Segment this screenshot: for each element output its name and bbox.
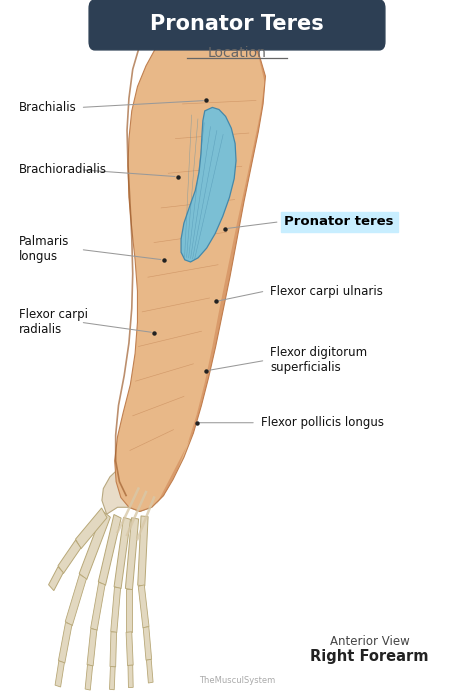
- Polygon shape: [143, 626, 152, 660]
- FancyBboxPatch shape: [89, 0, 385, 50]
- Polygon shape: [146, 659, 153, 683]
- Polygon shape: [58, 622, 72, 663]
- Text: Brachialis: Brachialis: [19, 101, 77, 114]
- Text: Pronator teres: Pronator teres: [284, 216, 394, 228]
- Polygon shape: [126, 518, 138, 590]
- Polygon shape: [58, 540, 81, 574]
- Text: TheMusculSystem: TheMusculSystem: [199, 676, 275, 685]
- Polygon shape: [102, 459, 168, 514]
- Polygon shape: [156, 24, 265, 505]
- Polygon shape: [111, 587, 120, 633]
- Text: Anterior View: Anterior View: [330, 635, 410, 647]
- Polygon shape: [55, 661, 64, 687]
- Polygon shape: [115, 21, 265, 511]
- Text: Right Forearm: Right Forearm: [310, 649, 429, 665]
- Text: Palmaris
longus: Palmaris longus: [19, 236, 69, 263]
- Text: Location: Location: [208, 46, 266, 60]
- Text: Pronator Teres: Pronator Teres: [150, 14, 324, 33]
- Polygon shape: [110, 632, 117, 667]
- Text: Brachioradialis: Brachioradialis: [19, 164, 107, 176]
- Polygon shape: [138, 516, 148, 586]
- Polygon shape: [98, 514, 121, 586]
- Polygon shape: [75, 508, 107, 549]
- Polygon shape: [109, 667, 115, 690]
- Text: Flexor carpi ulnaris: Flexor carpi ulnaris: [270, 285, 383, 297]
- Polygon shape: [126, 632, 133, 665]
- Polygon shape: [181, 107, 236, 262]
- Polygon shape: [138, 585, 149, 628]
- Text: Flexor pollicis longus: Flexor pollicis longus: [261, 416, 383, 429]
- Polygon shape: [79, 511, 110, 579]
- Polygon shape: [126, 589, 132, 632]
- Text: Flexor digitorum
superficialis: Flexor digitorum superficialis: [270, 346, 367, 374]
- Text: Flexor carpi
radialis: Flexor carpi radialis: [19, 308, 88, 336]
- Polygon shape: [85, 665, 92, 690]
- Polygon shape: [91, 582, 105, 631]
- Polygon shape: [114, 518, 130, 588]
- Polygon shape: [128, 665, 133, 687]
- Polygon shape: [65, 574, 86, 626]
- Polygon shape: [87, 629, 97, 666]
- Polygon shape: [48, 567, 64, 590]
